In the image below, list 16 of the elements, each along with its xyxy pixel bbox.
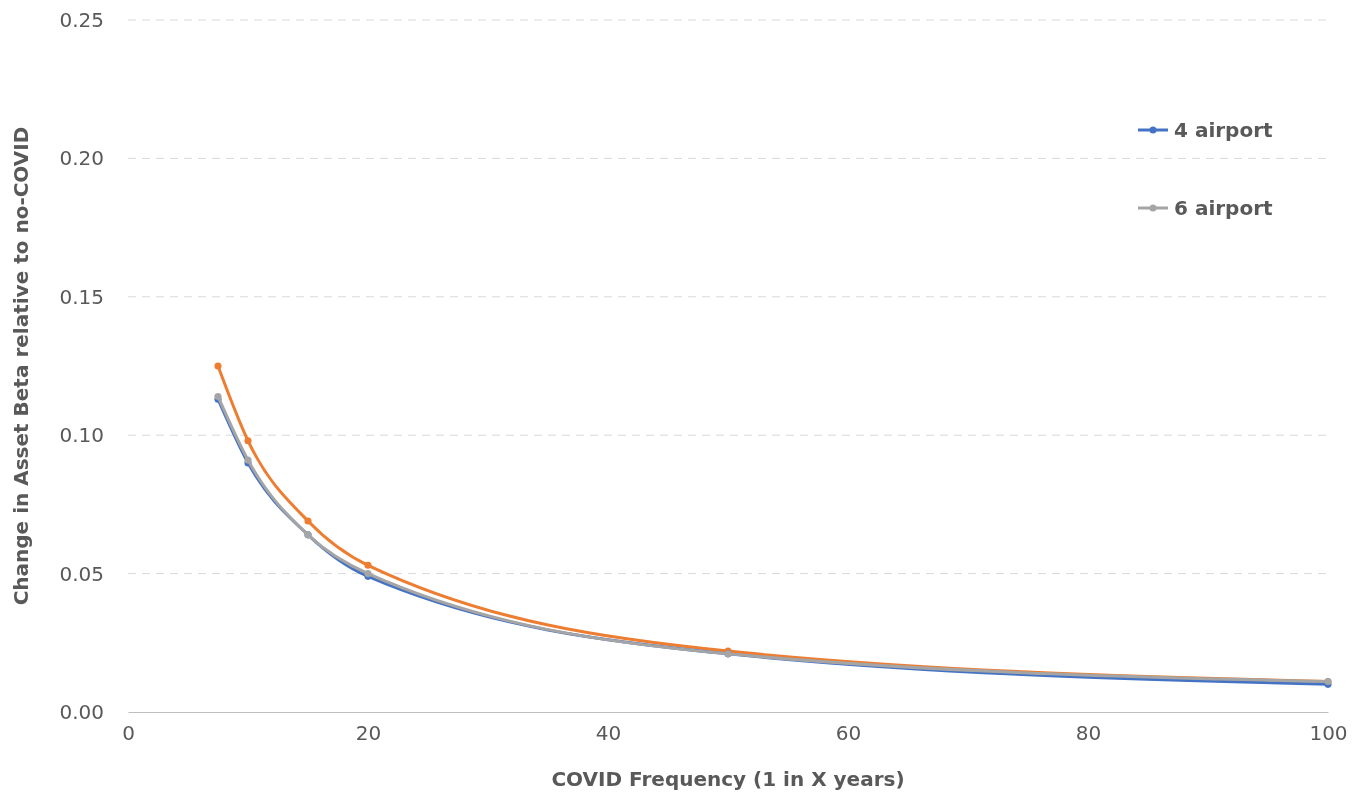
y-tick-label: 0.20: [59, 146, 104, 171]
x-tick-label: 20: [355, 721, 382, 746]
x-tick-label: 100: [1309, 721, 1348, 746]
y-axis-title: Change in Asset Beta relative to no-COVID: [9, 126, 33, 606]
y-tick-label: 0.00: [59, 699, 104, 724]
x-tick-label: 0: [122, 721, 135, 746]
legend-label: 6 airport: [1174, 196, 1274, 220]
x-tick-label: 80: [1075, 721, 1102, 746]
x-axis-title: COVID Frequency (1 in X years): [551, 767, 905, 791]
y-tick-label: 0.10: [59, 423, 104, 448]
x-tick-label: 60: [835, 721, 862, 746]
y-tick-label: 0.15: [59, 284, 104, 309]
legend-label: 4 airport: [1174, 118, 1274, 142]
x-tick-label: 40: [595, 721, 622, 746]
y-tick-label: 0.25: [59, 7, 104, 32]
y-tick-label: 0.05: [59, 561, 104, 586]
